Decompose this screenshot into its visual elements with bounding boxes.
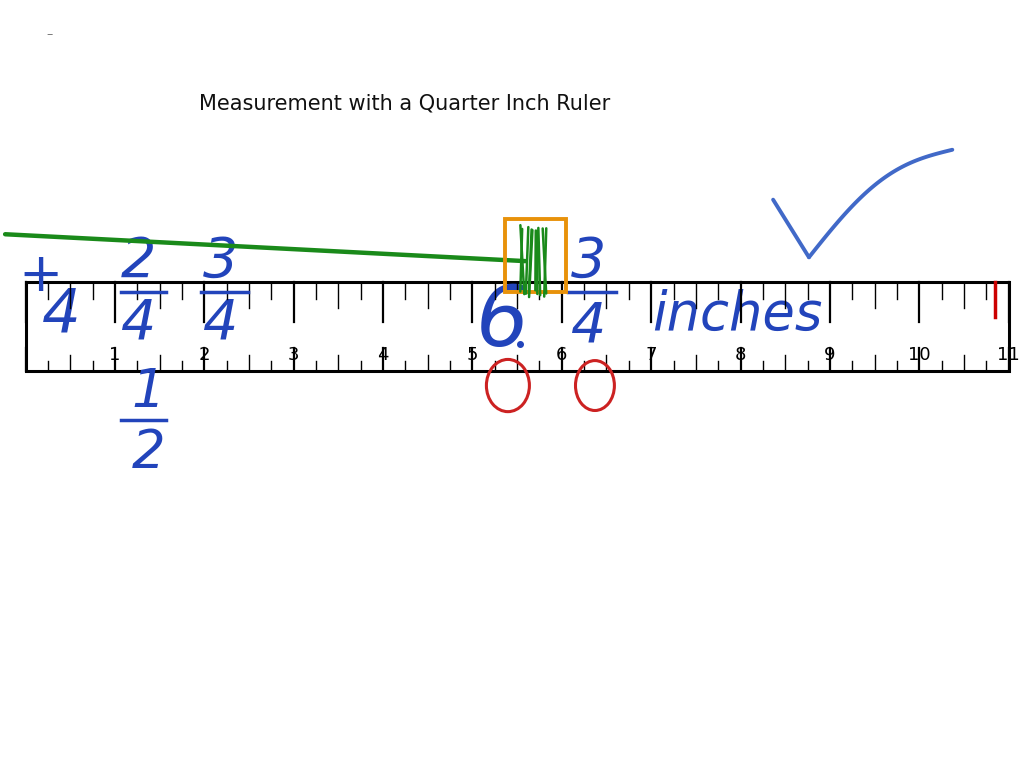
Text: 8: 8 — [735, 346, 746, 364]
Text: inches: inches — [652, 289, 822, 341]
Text: 11: 11 — [997, 346, 1020, 364]
Text: 2: 2 — [132, 427, 165, 479]
Text: 1: 1 — [132, 366, 165, 418]
Text: –: – — [46, 28, 52, 41]
Text: 4: 4 — [377, 346, 389, 364]
Text: 6: 6 — [475, 282, 528, 363]
Text: 5: 5 — [467, 346, 478, 364]
Text: 3: 3 — [288, 346, 299, 364]
Text: 2: 2 — [199, 346, 210, 364]
Bar — [26, 283, 1009, 371]
Text: 10: 10 — [908, 346, 931, 364]
Text: 4: 4 — [203, 296, 238, 349]
Text: 1: 1 — [110, 346, 121, 364]
Text: 4: 4 — [571, 300, 606, 353]
Bar — [505, 219, 566, 292]
Text: 6: 6 — [556, 346, 567, 364]
Text: Measurement with a Quarter Inch Ruler: Measurement with a Quarter Inch Ruler — [199, 94, 610, 114]
Text: +: + — [18, 250, 63, 303]
Text: 2: 2 — [121, 234, 156, 288]
Text: 3: 3 — [203, 234, 238, 288]
Text: 4: 4 — [42, 286, 81, 344]
Text: 3: 3 — [571, 234, 606, 288]
Text: 4: 4 — [121, 296, 156, 349]
Text: 9: 9 — [824, 346, 836, 364]
Text: 7: 7 — [645, 346, 657, 364]
